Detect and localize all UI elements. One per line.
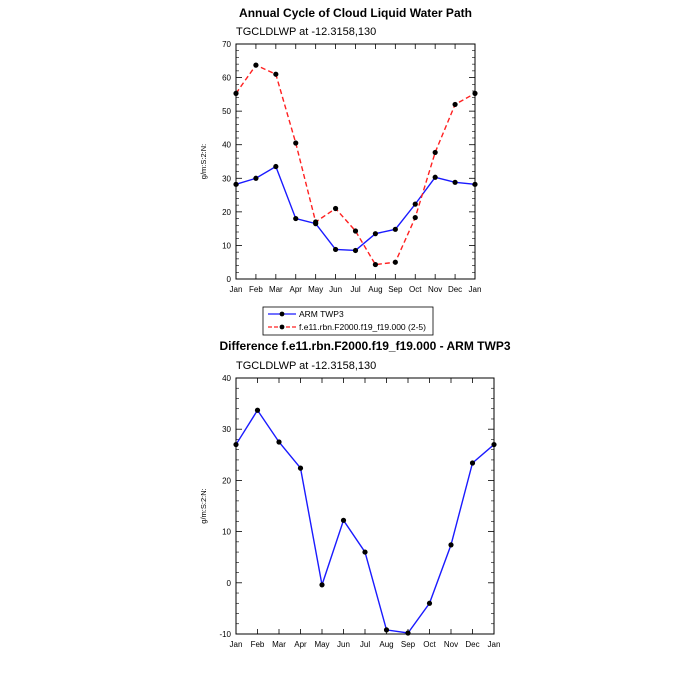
x-tick-label: Nov bbox=[444, 640, 458, 649]
data-point bbox=[352, 247, 359, 254]
legend-marker bbox=[279, 311, 285, 317]
data-point bbox=[273, 163, 279, 170]
data-point bbox=[362, 549, 368, 555]
series-line-1 bbox=[235, 408, 495, 634]
series-line-1 bbox=[235, 165, 476, 252]
x-tick-label: May bbox=[314, 640, 329, 649]
legend: ARM TWP3 f.e11.rbn.F2000.f19_f19.000 (2-5… bbox=[262, 306, 434, 336]
y-tick-label: 30 bbox=[222, 174, 231, 183]
x-tick-label: Feb bbox=[251, 640, 265, 649]
x-tick-label: Jan bbox=[469, 285, 482, 294]
legend-marker bbox=[279, 324, 285, 330]
y-tick-label: 40 bbox=[222, 374, 231, 383]
data-point bbox=[432, 149, 438, 156]
data-point bbox=[392, 259, 398, 265]
data-point bbox=[233, 90, 239, 96]
data-point bbox=[392, 226, 398, 232]
x-tick-label: Feb bbox=[249, 285, 263, 294]
data-point bbox=[469, 460, 476, 466]
chart-1: Annual Cycle of Cloud Liquid Water Path T… bbox=[199, 6, 482, 336]
data-point bbox=[412, 214, 418, 221]
y-tick-label: 60 bbox=[222, 74, 231, 83]
data-point bbox=[426, 600, 433, 606]
data-point bbox=[340, 517, 347, 523]
y-tick-label: 40 bbox=[222, 141, 231, 150]
data-point bbox=[273, 71, 279, 77]
data-point bbox=[293, 140, 299, 146]
x-tick-label: May bbox=[308, 285, 323, 294]
data-point bbox=[319, 582, 325, 588]
x-tick-label: Mar bbox=[269, 285, 283, 294]
chart-2: Difference f.e11.rbn.F2000.f19_f19.000 -… bbox=[199, 339, 511, 649]
x-tick-label: Mar bbox=[272, 640, 286, 649]
data-point bbox=[297, 465, 304, 471]
data-point bbox=[383, 627, 390, 633]
data-point bbox=[276, 439, 282, 445]
x-tick-label: Dec bbox=[448, 285, 462, 294]
y-tick-label: 30 bbox=[222, 425, 231, 434]
plot-frame bbox=[235, 377, 495, 635]
y-tick-label: 10 bbox=[222, 528, 231, 537]
series-line-2 bbox=[235, 64, 476, 266]
data-point bbox=[233, 441, 239, 448]
x-tick-label: Nov bbox=[428, 285, 442, 294]
chart-title: Annual Cycle of Cloud Liquid Water Path bbox=[239, 6, 472, 20]
data-point bbox=[293, 215, 299, 222]
data-point bbox=[233, 181, 239, 187]
data-point bbox=[253, 175, 259, 181]
y-axis-label: g/m:S:2:N: bbox=[199, 488, 208, 523]
x-tick-label: Jan bbox=[230, 640, 243, 649]
data-point bbox=[491, 441, 497, 448]
data-point bbox=[448, 542, 454, 548]
legend-label-2: f.e11.rbn.F2000.f19_f19.000 (2-5) bbox=[299, 322, 426, 332]
data-point bbox=[332, 246, 339, 253]
y-tick-label: 20 bbox=[222, 476, 231, 485]
x-tick-label: Aug bbox=[379, 640, 393, 649]
y-tick-label: 0 bbox=[227, 275, 232, 284]
x-tick-label: Jun bbox=[329, 285, 342, 294]
y-axis-label: g/m:S:2:N: bbox=[199, 144, 208, 179]
data-point bbox=[472, 90, 478, 96]
y-tick-label: 50 bbox=[222, 107, 231, 116]
data-point bbox=[313, 219, 319, 225]
y-tick-label: 70 bbox=[222, 40, 231, 49]
x-tick-label: Jan bbox=[230, 285, 243, 294]
x-tick-label: Sep bbox=[388, 285, 403, 294]
plot-frame bbox=[235, 43, 476, 280]
y-tick-label: -10 bbox=[219, 630, 231, 639]
data-point bbox=[432, 174, 438, 180]
x-tick-label: Oct bbox=[409, 285, 422, 294]
x-tick-label: Jul bbox=[360, 640, 370, 649]
y-tick-label: 10 bbox=[222, 241, 231, 250]
x-tick-label: Jul bbox=[350, 285, 360, 294]
legend-label-1: ARM TWP3 bbox=[299, 309, 344, 319]
data-point bbox=[254, 407, 261, 413]
chart-subtitle: TGCLDLWP at -12.3158,130 bbox=[236, 360, 376, 372]
data-point bbox=[332, 205, 339, 212]
data-point bbox=[372, 261, 379, 268]
data-point bbox=[253, 62, 259, 68]
data-point bbox=[412, 201, 418, 207]
x-tick-label: Aug bbox=[368, 285, 382, 294]
chart-subtitle: TGCLDLWP at -12.3158,130 bbox=[236, 26, 376, 38]
x-tick-label: Oct bbox=[423, 640, 436, 649]
data-point bbox=[352, 228, 359, 234]
y-tick-label: 0 bbox=[227, 579, 232, 588]
legend-box bbox=[262, 306, 434, 336]
x-tick-label: Apr bbox=[294, 640, 307, 649]
x-tick-label: Apr bbox=[290, 285, 303, 294]
data-point bbox=[372, 231, 379, 237]
data-point bbox=[452, 101, 458, 108]
data-point bbox=[405, 630, 411, 636]
x-tick-label: Jan bbox=[488, 640, 501, 649]
x-tick-label: Dec bbox=[465, 640, 479, 649]
x-tick-label: Sep bbox=[401, 640, 416, 649]
data-point bbox=[472, 181, 478, 187]
x-tick-label: Jun bbox=[337, 640, 350, 649]
chart-title: Difference f.e11.rbn.F2000.f19_f19.000 -… bbox=[220, 339, 511, 353]
y-tick-label: 20 bbox=[222, 208, 231, 217]
data-point bbox=[452, 179, 458, 185]
